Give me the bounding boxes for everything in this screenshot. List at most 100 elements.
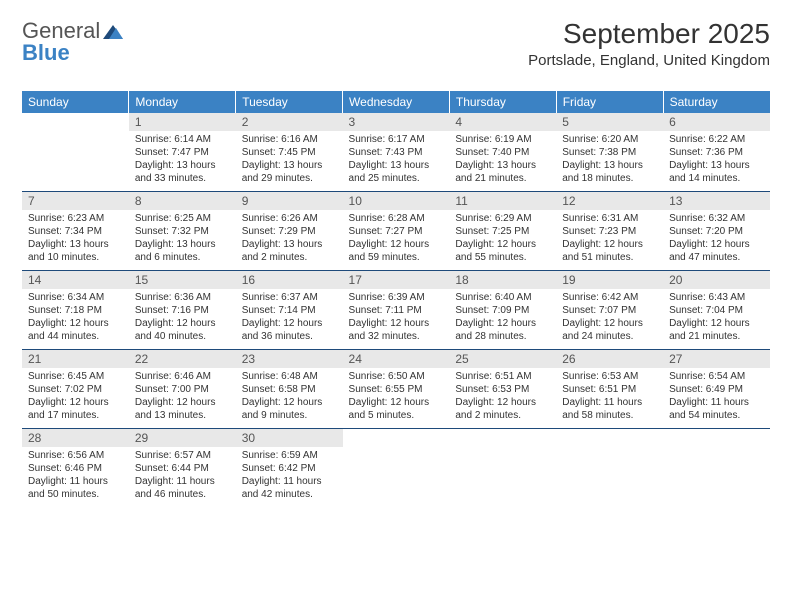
day-line: Sunrise: 6:57 AM [135, 449, 230, 462]
calendar-day-cell [556, 429, 663, 508]
day-line: Daylight: 12 hours and 28 minutes. [455, 317, 550, 343]
day-number: 20 [663, 271, 770, 289]
day-line: Daylight: 12 hours and 47 minutes. [669, 238, 764, 264]
day-line: Sunset: 7:45 PM [242, 146, 337, 159]
day-line: Daylight: 13 hours and 29 minutes. [242, 159, 337, 185]
calendar-day-cell: 22Sunrise: 6:46 AMSunset: 7:00 PMDayligh… [129, 350, 236, 429]
calendar-week-row: 28Sunrise: 6:56 AMSunset: 6:46 PMDayligh… [22, 429, 770, 508]
day-line: Sunset: 7:11 PM [349, 304, 444, 317]
day-line: Sunrise: 6:59 AM [242, 449, 337, 462]
day-line: Daylight: 12 hours and 24 minutes. [562, 317, 657, 343]
calendar-day-cell: 12Sunrise: 6:31 AMSunset: 7:23 PMDayligh… [556, 192, 663, 271]
day-number: 11 [449, 192, 556, 210]
day-line: Sunset: 7:47 PM [135, 146, 230, 159]
day-line: Sunrise: 6:31 AM [562, 212, 657, 225]
day-line: Sunset: 6:42 PM [242, 462, 337, 475]
weekday-header: Thursday [449, 91, 556, 113]
day-number: 8 [129, 192, 236, 210]
day-line: Sunrise: 6:28 AM [349, 212, 444, 225]
day-line: Sunset: 7:29 PM [242, 225, 337, 238]
day-number: 14 [22, 271, 129, 289]
calendar-day-cell: 10Sunrise: 6:28 AMSunset: 7:27 PMDayligh… [343, 192, 450, 271]
calendar-day-cell: 23Sunrise: 6:48 AMSunset: 6:58 PMDayligh… [236, 350, 343, 429]
day-body [556, 447, 663, 505]
day-line: Sunrise: 6:43 AM [669, 291, 764, 304]
calendar-day-cell: 20Sunrise: 6:43 AMSunset: 7:04 PMDayligh… [663, 271, 770, 350]
day-number: 10 [343, 192, 450, 210]
calendar-day-cell: 6Sunrise: 6:22 AMSunset: 7:36 PMDaylight… [663, 113, 770, 192]
day-line: Sunrise: 6:46 AM [135, 370, 230, 383]
day-line: Sunrise: 6:19 AM [455, 133, 550, 146]
day-body: Sunrise: 6:20 AMSunset: 7:38 PMDaylight:… [556, 131, 663, 191]
day-body: Sunrise: 6:28 AMSunset: 7:27 PMDaylight:… [343, 210, 450, 270]
day-line: Sunrise: 6:17 AM [349, 133, 444, 146]
weekday-header: Monday [129, 91, 236, 113]
calendar-day-cell: 27Sunrise: 6:54 AMSunset: 6:49 PMDayligh… [663, 350, 770, 429]
calendar-header-row: SundayMondayTuesdayWednesdayThursdayFrid… [22, 91, 770, 113]
day-line: Sunset: 7:09 PM [455, 304, 550, 317]
day-body: Sunrise: 6:31 AMSunset: 7:23 PMDaylight:… [556, 210, 663, 270]
day-body: Sunrise: 6:16 AMSunset: 7:45 PMDaylight:… [236, 131, 343, 191]
calendar-day-cell: 25Sunrise: 6:51 AMSunset: 6:53 PMDayligh… [449, 350, 556, 429]
calendar-day-cell: 19Sunrise: 6:42 AMSunset: 7:07 PMDayligh… [556, 271, 663, 350]
day-body: Sunrise: 6:26 AMSunset: 7:29 PMDaylight:… [236, 210, 343, 270]
day-body: Sunrise: 6:48 AMSunset: 6:58 PMDaylight:… [236, 368, 343, 428]
calendar-day-cell: 24Sunrise: 6:50 AMSunset: 6:55 PMDayligh… [343, 350, 450, 429]
calendar-day-cell: 4 Sunrise: 6:19 AMSunset: 7:40 PMDaylight… [449, 113, 556, 192]
day-line: Sunset: 7:40 PM [455, 146, 550, 159]
day-number: 29 [129, 429, 236, 447]
day-number: 2 [236, 113, 343, 131]
day-body: Sunrise: 6:42 AMSunset: 7:07 PMDaylight:… [556, 289, 663, 349]
day-number: 21 [22, 350, 129, 368]
day-line: Daylight: 11 hours and 46 minutes. [135, 475, 230, 501]
day-body: Sunrise: 6:53 AMSunset: 6:51 PMDaylight:… [556, 368, 663, 428]
calendar-day-cell: 18Sunrise: 6:40 AMSunset: 7:09 PMDayligh… [449, 271, 556, 350]
day-line: Sunset: 7:00 PM [135, 383, 230, 396]
weekday-header: Friday [556, 91, 663, 113]
day-number: 4 [449, 113, 556, 131]
day-number: 7 [22, 192, 129, 210]
day-line: Daylight: 11 hours and 58 minutes. [562, 396, 657, 422]
day-number: 18 [449, 271, 556, 289]
calendar-day-cell: 13Sunrise: 6:32 AMSunset: 7:20 PMDayligh… [663, 192, 770, 271]
day-line: Daylight: 13 hours and 14 minutes. [669, 159, 764, 185]
calendar-day-cell: 11Sunrise: 6:29 AMSunset: 7:25 PMDayligh… [449, 192, 556, 271]
calendar-day-cell: 16Sunrise: 6:37 AMSunset: 7:14 PMDayligh… [236, 271, 343, 350]
day-body: Sunrise: 6:46 AMSunset: 7:00 PMDaylight:… [129, 368, 236, 428]
day-number: 12 [556, 192, 663, 210]
day-line: Sunset: 7:32 PM [135, 225, 230, 238]
day-body: Sunrise: 6:29 AMSunset: 7:25 PMDaylight:… [449, 210, 556, 270]
day-body: Sunrise: 6:54 AMSunset: 6:49 PMDaylight:… [663, 368, 770, 428]
logo-mark-icon [103, 23, 123, 39]
day-body: Sunrise: 6:57 AMSunset: 6:44 PMDaylight:… [129, 447, 236, 507]
calendar-day-cell: 29Sunrise: 6:57 AMSunset: 6:44 PMDayligh… [129, 429, 236, 508]
day-line: Sunrise: 6:14 AM [135, 133, 230, 146]
day-body: Sunrise: 6:22 AMSunset: 7:36 PMDaylight:… [663, 131, 770, 191]
day-line: Sunrise: 6:23 AM [28, 212, 123, 225]
day-body: Sunrise: 6:39 AMSunset: 7:11 PMDaylight:… [343, 289, 450, 349]
day-line: Sunrise: 6:54 AM [669, 370, 764, 383]
day-line: Sunset: 7:34 PM [28, 225, 123, 238]
day-body: Sunrise: 6:23 AMSunset: 7:34 PMDaylight:… [22, 210, 129, 270]
day-number: 24 [343, 350, 450, 368]
weekday-header: Sunday [22, 91, 129, 113]
calendar-day-cell: 26Sunrise: 6:53 AMSunset: 6:51 PMDayligh… [556, 350, 663, 429]
day-line: Daylight: 12 hours and 51 minutes. [562, 238, 657, 264]
day-line: Sunrise: 6:48 AM [242, 370, 337, 383]
day-line: Sunset: 7:02 PM [28, 383, 123, 396]
calendar-table: SundayMondayTuesdayWednesdayThursdayFrid… [22, 91, 770, 507]
day-line: Sunrise: 6:50 AM [349, 370, 444, 383]
calendar-week-row: 1Sunrise: 6:14 AMSunset: 7:47 PMDaylight… [22, 113, 770, 192]
calendar-week-row: 7Sunrise: 6:23 AMSunset: 7:34 PMDaylight… [22, 192, 770, 271]
calendar-day-cell: 1Sunrise: 6:14 AMSunset: 7:47 PMDaylight… [129, 113, 236, 192]
title-block: September 2025 Portslade, England, Unite… [528, 18, 770, 69]
day-number: 3 [343, 113, 450, 131]
day-body: Sunrise: 6:34 AMSunset: 7:18 PMDaylight:… [22, 289, 129, 349]
day-body [449, 447, 556, 505]
day-line: Sunrise: 6:22 AM [669, 133, 764, 146]
calendar-day-cell: 17Sunrise: 6:39 AMSunset: 7:11 PMDayligh… [343, 271, 450, 350]
day-line: Daylight: 13 hours and 18 minutes. [562, 159, 657, 185]
day-number: 30 [236, 429, 343, 447]
day-line: Sunset: 6:49 PM [669, 383, 764, 396]
day-line: Daylight: 13 hours and 21 minutes. [455, 159, 550, 185]
